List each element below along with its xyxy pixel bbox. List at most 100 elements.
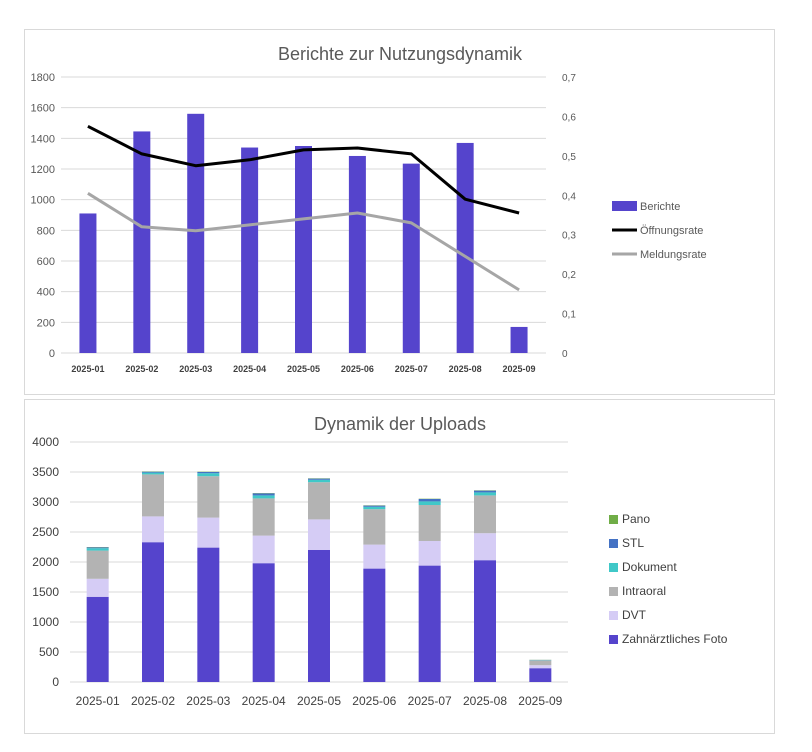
y-tick-label: 200	[37, 317, 55, 329]
y-tick-label: 3500	[32, 465, 59, 479]
bar-dvt	[474, 533, 496, 561]
bar-dvt	[142, 516, 164, 543]
bar-dvt	[252, 535, 275, 564]
bar-dokument	[474, 492, 496, 496]
x-tick-label: 2025-02	[131, 694, 175, 708]
bar-berichte	[295, 146, 312, 353]
bar-berichte	[456, 142, 474, 353]
bar-stl	[474, 490, 496, 493]
y-tick-label: 2000	[32, 555, 59, 569]
bar-stl	[363, 505, 386, 507]
y2-tick-label: 0,2	[562, 270, 576, 281]
bar-intraoral	[529, 660, 552, 666]
bar-intraoral	[308, 482, 330, 520]
legend-swatch	[609, 563, 618, 572]
bar-foto	[529, 668, 552, 682]
x-tick-label: 2025-03	[186, 694, 230, 708]
y2-tick-label: 0,4	[562, 191, 576, 202]
bar-stl	[142, 471, 164, 473]
y-tick-label: 500	[39, 645, 59, 659]
legend-swatch	[609, 539, 618, 548]
legend-swatch-berichte	[612, 201, 637, 211]
bar-dvt	[418, 541, 441, 566]
bar-dvt	[529, 665, 552, 669]
bar-foto	[86, 596, 109, 682]
x-tick-label: 2025-04	[242, 694, 286, 708]
y2-tick-label: 0,3	[562, 231, 576, 242]
y-tick-label: 0	[49, 348, 55, 360]
y2-tick-label: 0,5	[562, 152, 576, 163]
x-tick-label: 2025-05	[297, 694, 341, 708]
legend-label: Meldungsrate	[640, 249, 707, 261]
bar-intraoral	[142, 474, 164, 517]
legend-label: Berichte	[640, 201, 680, 213]
legend-label: Intraoral	[622, 584, 666, 598]
y2-tick-label: 0,7	[562, 73, 576, 84]
chart-panel-uploads: Dynamik der Uploads 0 500 1000 1500 2000 2500 3…	[24, 399, 775, 734]
x-tick-label: 2025-05	[287, 364, 320, 374]
y2-tick-label: 0	[562, 349, 568, 360]
legend-swatch	[609, 611, 618, 620]
bar-berichte	[187, 113, 205, 353]
x-tick-label: 2025-06	[352, 694, 396, 708]
legend-label: Zahnärztliches Foto	[622, 632, 728, 646]
chart-title: Dynamik der Uploads	[314, 414, 486, 434]
x-tick-label: 2025-01	[76, 694, 120, 708]
x-tick-label: 2025-08	[463, 694, 507, 708]
y-tick-label: 1800	[31, 72, 55, 84]
bar-dokument	[363, 506, 386, 510]
bar-foto	[197, 547, 220, 682]
y-tick-label: 400	[37, 287, 55, 299]
bar-intraoral	[363, 509, 386, 545]
bar-stl	[418, 499, 441, 502]
legend-swatch	[609, 635, 618, 644]
x-tick-label: 2025-07	[408, 694, 452, 708]
bar-dvt	[363, 544, 386, 569]
legend-label: DVT	[622, 608, 647, 622]
x-tick-label: 2025-03	[179, 364, 212, 374]
uploads-chart: Dynamik der Uploads 0 500 1000 1500 2000 2500 3…	[32, 414, 728, 708]
bar-foto	[418, 565, 441, 682]
legend-swatch	[609, 515, 618, 524]
y-tick-label: 1000	[31, 195, 55, 207]
legend-label: STL	[622, 536, 644, 550]
y-tick-label: 0	[52, 675, 59, 689]
y-tick-label: 4000	[32, 435, 59, 449]
x-tick-label: 2025-09	[518, 694, 562, 708]
legend-label: Dokument	[622, 560, 677, 574]
x-tick-label: 2025-09	[503, 364, 536, 374]
bar-dokument	[197, 473, 220, 477]
bar-dokument	[142, 472, 164, 475]
y-tick-label: 1500	[32, 585, 59, 599]
bar-dvt	[86, 578, 109, 597]
y2-tick-label: 0,6	[562, 112, 576, 123]
bar-dokument	[252, 495, 275, 499]
bar-intraoral	[474, 495, 496, 534]
y-tick-label: 3000	[32, 495, 59, 509]
bar-stl	[308, 478, 330, 480]
bar-foto	[308, 550, 330, 682]
bar-berichte	[133, 131, 151, 353]
legend-label: Öffnungsrate	[640, 225, 703, 237]
x-tick-label: 2025-06	[341, 364, 374, 374]
y-tick-label: 1600	[31, 103, 55, 115]
bar-intraoral	[197, 476, 220, 518]
line-oeffnungsrate	[87, 124, 520, 215]
legend-swatch	[609, 587, 618, 596]
reports-chart: Berichte zur Nutzungsdynamik 0 200 400 600 80…	[31, 44, 707, 374]
y-tick-label: 1400	[31, 133, 55, 145]
bar-berichte	[241, 147, 259, 353]
x-tick-label: 2025-04	[233, 364, 266, 374]
bar-dvt	[308, 519, 330, 550]
bar-berichte	[348, 155, 366, 353]
bar-stl	[197, 472, 220, 474]
bar-intraoral	[252, 498, 275, 536]
bar-berichte	[510, 326, 528, 353]
bar-foto	[252, 563, 275, 682]
line-meldungsrate	[87, 192, 520, 292]
y-tick-label: 600	[37, 256, 55, 268]
bar-foto	[142, 542, 164, 682]
bar-dokument	[418, 501, 441, 505]
bar-dokument	[308, 479, 330, 483]
chart-title: Berichte zur Nutzungsdynamik	[278, 44, 523, 64]
